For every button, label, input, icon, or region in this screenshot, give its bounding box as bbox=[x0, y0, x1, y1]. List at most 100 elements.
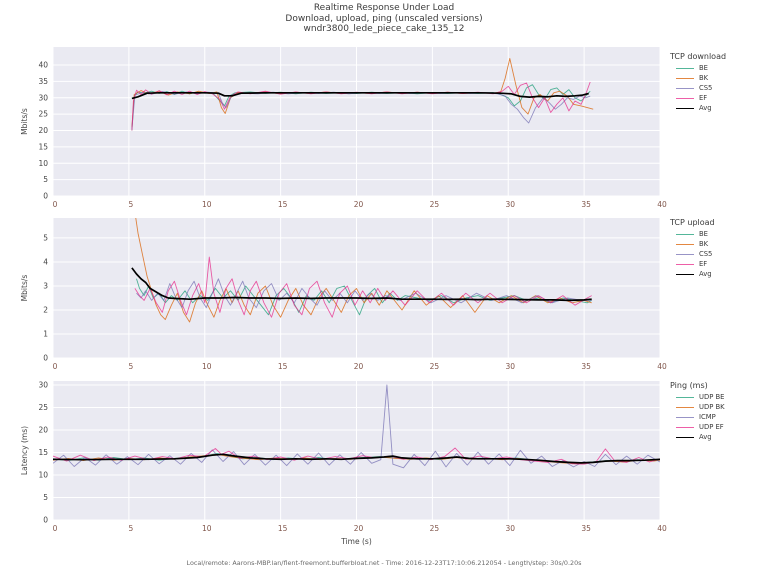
legend-label: UDP BE bbox=[699, 393, 725, 401]
legend-label: CS5 bbox=[699, 84, 713, 92]
legend-label: UDP BK bbox=[699, 403, 725, 411]
x-tick-label: 25 bbox=[430, 200, 440, 209]
legend-title: TCP download bbox=[670, 52, 727, 61]
x-tick-label: 10 bbox=[202, 524, 212, 533]
legend-ping-ms-: Ping (ms) UDP BE UDP BK ICMP UDP EF Avg bbox=[668, 381, 768, 442]
y-tick-label: 25 bbox=[38, 403, 48, 412]
y-tick-label: 15 bbox=[38, 142, 48, 151]
legend-item: ICMP bbox=[668, 412, 768, 422]
legend-tcp-download: TCP download BE BK CS5 EF Avg bbox=[668, 52, 768, 113]
legend-label: CS5 bbox=[699, 250, 713, 258]
x-tick-label: 35 bbox=[581, 200, 591, 209]
y-axis-label: Mbits/s bbox=[20, 108, 29, 135]
x-tick-label: 0 bbox=[53, 200, 58, 209]
legend-label: Avg bbox=[699, 433, 712, 441]
legend-line-swatch bbox=[676, 77, 694, 79]
x-tick-label: 0 bbox=[53, 362, 58, 371]
series-avg bbox=[131, 267, 592, 302]
legend-line-swatch bbox=[676, 243, 694, 245]
x-tick-label: 20 bbox=[354, 200, 364, 209]
x-tick-label: 30 bbox=[505, 524, 515, 533]
legend-line-swatch bbox=[676, 233, 694, 235]
series-bk bbox=[135, 218, 592, 323]
x-tick-label: 10 bbox=[202, 200, 212, 209]
y-tick-label: 5 bbox=[43, 175, 48, 184]
legend-label: Avg bbox=[699, 270, 712, 278]
legend-line-swatch bbox=[676, 263, 694, 265]
series-udp-ef bbox=[53, 447, 660, 465]
legend-item: BE bbox=[668, 63, 768, 73]
legend-item: BK bbox=[668, 239, 768, 249]
y-tick-label: 30 bbox=[38, 93, 48, 102]
x-tick-label: 5 bbox=[128, 362, 133, 371]
series-avg bbox=[131, 91, 589, 100]
legend-item: UDP EF bbox=[668, 422, 768, 432]
y-tick-label: 20 bbox=[38, 126, 48, 135]
x-axis-label: Time (s) bbox=[340, 537, 372, 546]
x-tick-label: 5 bbox=[128, 200, 133, 209]
legend-item: Avg bbox=[668, 103, 768, 113]
y-tick-label: 40 bbox=[38, 61, 48, 70]
x-tick-label: 15 bbox=[278, 524, 288, 533]
y-tick-label: 35 bbox=[38, 77, 48, 86]
legend-label: Avg bbox=[699, 104, 712, 112]
y-tick-label: 1 bbox=[43, 330, 48, 339]
legend-line-swatch bbox=[676, 67, 694, 69]
x-tick-label: 35 bbox=[581, 524, 591, 533]
x-tick-label: 10 bbox=[202, 362, 212, 371]
x-tick-label: 15 bbox=[278, 362, 288, 371]
series-avg bbox=[53, 453, 660, 464]
x-tick-label: 40 bbox=[657, 362, 667, 371]
legend-title: TCP upload bbox=[670, 218, 715, 227]
legend-label: UDP EF bbox=[699, 423, 724, 431]
legend-line-swatch bbox=[676, 426, 694, 428]
series-ef bbox=[134, 256, 592, 318]
title-line-1: Realtime Response Under Load bbox=[313, 3, 455, 13]
y-tick-label: 5 bbox=[43, 234, 48, 243]
legend-label: BK bbox=[699, 240, 709, 248]
legend-line-swatch bbox=[676, 396, 694, 398]
x-tick-label: 15 bbox=[278, 200, 288, 209]
title-line-2: Download, upload, ping (unscaled version… bbox=[285, 13, 483, 24]
y-tick-label: 0 bbox=[43, 516, 48, 525]
y-axis-label: Mbits/s bbox=[20, 275, 29, 302]
y-tick-label: 3 bbox=[43, 282, 48, 291]
legend-item: CS5 bbox=[668, 249, 768, 259]
y-tick-label: 20 bbox=[38, 426, 48, 435]
legend-item: CS5 bbox=[668, 83, 768, 93]
series-be bbox=[136, 278, 592, 316]
x-tick-label: 40 bbox=[657, 200, 667, 209]
y-tick-label: 0 bbox=[43, 354, 48, 363]
y-tick-label: 5 bbox=[43, 493, 48, 502]
legend-line-swatch bbox=[676, 436, 694, 438]
legend-label: EF bbox=[699, 94, 708, 102]
legend-item: UDP BK bbox=[668, 402, 768, 412]
x-tick-label: 40 bbox=[657, 524, 667, 533]
legend-line-swatch bbox=[676, 273, 694, 275]
y-tick-label: 10 bbox=[38, 159, 48, 168]
legend-line-swatch bbox=[676, 253, 694, 255]
x-tick-label: 30 bbox=[505, 200, 515, 209]
legend-item: BE bbox=[668, 229, 768, 239]
y-tick-label: 4 bbox=[43, 258, 48, 267]
x-tick-label: 0 bbox=[53, 524, 58, 533]
x-tick-label: 35 bbox=[581, 362, 591, 371]
x-tick-label: 25 bbox=[430, 362, 440, 371]
legend-item: BK bbox=[668, 73, 768, 83]
legend-line-swatch bbox=[676, 87, 694, 89]
x-tick-label: 5 bbox=[128, 524, 133, 533]
legend-item: Avg bbox=[668, 432, 768, 442]
legend-tcp-upload: TCP upload BE BK CS5 EF Avg bbox=[668, 218, 768, 279]
y-tick-label: 30 bbox=[38, 381, 48, 390]
legend-item: UDP BE bbox=[668, 392, 768, 402]
legend-line-swatch bbox=[676, 416, 694, 418]
legend-item: EF bbox=[668, 259, 768, 269]
legend-item: EF bbox=[668, 93, 768, 103]
legend-line-swatch bbox=[676, 97, 694, 99]
y-tick-label: 2 bbox=[43, 306, 48, 315]
legend-label: BK bbox=[699, 74, 709, 82]
legend-label: ICMP bbox=[699, 413, 716, 421]
title-line-3: wndr3800_lede_piece_cake_135_12 bbox=[303, 24, 465, 34]
legend-label: BE bbox=[699, 230, 708, 238]
